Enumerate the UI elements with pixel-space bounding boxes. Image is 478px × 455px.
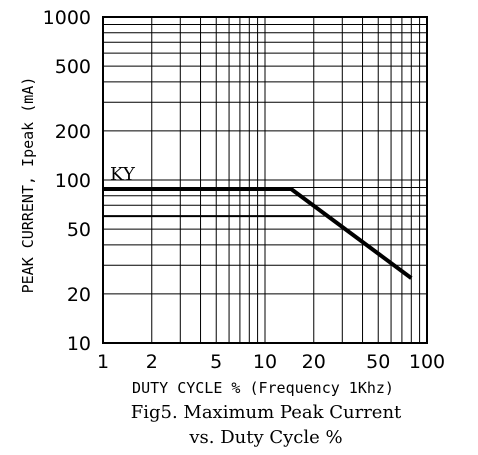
y-tick-label: 10 [67,333,91,355]
y-axis-label: PEAK CURRENT, Ipeak (mA) [19,77,37,294]
x-axis-label: DUTY CYCLE % (Frequency 1Khz) [132,379,394,397]
x-tick-label: 100 [409,351,445,373]
grid [103,17,427,343]
x-tick-label: 1 [97,351,109,373]
y-tick-label: 50 [67,219,91,241]
y-tick-label: 100 [55,170,91,192]
x-tick-label: 10 [253,351,277,373]
x-tick-label: 2 [146,351,158,373]
x-tick-label: 50 [366,351,390,373]
x-tick-label: 20 [302,351,326,373]
y-tick-label: 20 [67,284,91,306]
plot-frame [102,16,428,344]
series-group: KY [103,164,413,280]
series-line-1 [103,187,413,280]
y-tick-label: 500 [55,56,91,78]
figure-caption-line2: vs. Duty Cycle % [188,427,342,448]
y-tick-labels: 1000 500 200 100 50 20 10 [43,7,91,355]
figure-caption-line1: Fig5. Maximum Peak Current [131,402,402,423]
y-tick-label: 1000 [43,7,91,29]
x-tick-label: 5 [210,351,222,373]
series-label-ky: KY [110,164,136,185]
y-tick-label: 200 [55,121,91,143]
x-tick-labels: 1 2 5 10 20 50 100 [97,351,445,373]
